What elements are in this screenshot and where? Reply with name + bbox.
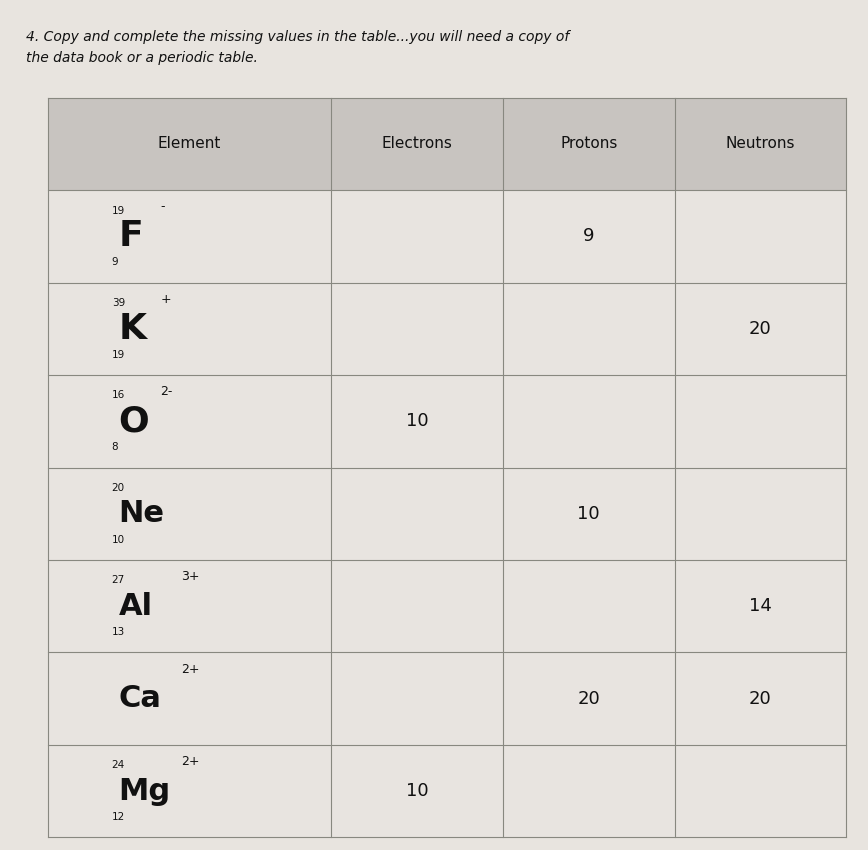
Text: the data book or a periodic table.: the data book or a periodic table. (26, 51, 258, 65)
Text: 3+: 3+ (181, 570, 200, 583)
Text: Mg: Mg (119, 777, 171, 806)
Text: 10: 10 (405, 782, 429, 800)
Text: 13: 13 (112, 627, 125, 637)
Text: 8: 8 (112, 442, 118, 452)
Text: 2+: 2+ (181, 755, 200, 768)
Text: 10: 10 (112, 535, 125, 545)
Text: 12: 12 (112, 812, 125, 822)
Text: 20: 20 (112, 483, 125, 493)
Text: 9: 9 (112, 258, 118, 267)
Text: Ne: Ne (119, 499, 165, 528)
Text: K: K (119, 312, 147, 346)
Text: 2+: 2+ (181, 662, 200, 676)
Text: 27: 27 (112, 575, 125, 586)
Text: 20: 20 (577, 689, 600, 707)
Text: Neutrons: Neutrons (726, 137, 795, 151)
Text: 19: 19 (112, 349, 125, 360)
Text: 16: 16 (112, 390, 125, 400)
Text: 19: 19 (112, 206, 125, 216)
Text: 20: 20 (749, 320, 772, 337)
Text: Electrons: Electrons (382, 137, 452, 151)
Text: 4. Copy and complete the missing values in the table...you will need a copy of: 4. Copy and complete the missing values … (26, 30, 569, 43)
Text: F: F (119, 219, 143, 253)
Text: Ca: Ca (119, 684, 161, 713)
Text: Al: Al (119, 592, 153, 620)
Text: 10: 10 (405, 412, 429, 430)
Text: 20: 20 (749, 689, 772, 707)
Text: Element: Element (158, 137, 221, 151)
Text: Protons: Protons (560, 137, 617, 151)
Text: 24: 24 (112, 760, 125, 770)
Text: 39: 39 (112, 298, 125, 308)
Text: 2-: 2- (161, 385, 173, 398)
Text: -: - (161, 201, 165, 213)
Text: +: + (161, 292, 171, 306)
Text: O: O (119, 405, 149, 439)
Text: 10: 10 (577, 505, 600, 523)
Text: 9: 9 (583, 228, 595, 246)
Text: 14: 14 (749, 598, 772, 615)
